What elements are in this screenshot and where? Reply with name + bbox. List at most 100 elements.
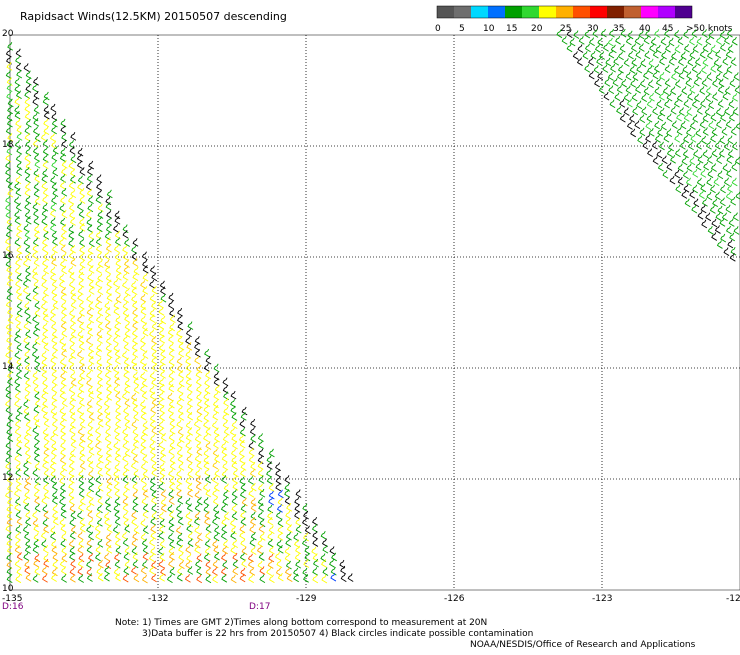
wind-barb xyxy=(140,384,146,394)
wind-barb xyxy=(716,64,723,74)
wind-barb xyxy=(79,217,85,227)
wind-barb xyxy=(87,420,94,429)
wind-barb xyxy=(51,539,57,549)
wind-barb xyxy=(32,328,39,337)
wind-barb xyxy=(76,405,83,415)
wind-barb xyxy=(662,169,669,179)
wind-barb xyxy=(77,293,84,302)
wind-barb xyxy=(222,560,229,569)
wind-barb xyxy=(86,489,93,499)
wind-barb xyxy=(60,483,66,492)
wind-barb xyxy=(32,83,38,93)
wind-barb xyxy=(114,462,121,472)
wind-barb xyxy=(158,531,165,540)
wind-barb xyxy=(130,461,137,470)
wind-barb xyxy=(312,516,318,526)
wind-barb xyxy=(158,427,165,436)
wind-barb xyxy=(257,560,264,570)
wind-barb xyxy=(42,187,49,197)
wind-barb xyxy=(699,120,706,129)
wind-barb xyxy=(726,155,733,164)
wind-barb xyxy=(61,343,67,352)
wind-barb xyxy=(195,559,201,569)
wind-barb xyxy=(222,385,229,394)
wind-barb xyxy=(602,64,609,73)
wind-barb xyxy=(185,356,192,366)
wind-barb xyxy=(51,447,57,457)
wind-barb xyxy=(700,65,707,75)
wind-barb xyxy=(79,308,85,317)
wind-barb xyxy=(223,427,230,436)
wind-barb xyxy=(103,572,110,582)
wind-barb xyxy=(33,441,40,450)
wind-barb xyxy=(42,461,49,470)
wind-barb xyxy=(687,92,694,101)
wind-barb xyxy=(726,65,733,74)
wind-barb xyxy=(14,453,21,463)
wind-barb xyxy=(7,413,14,422)
wind-barb xyxy=(105,468,112,477)
wind-barb xyxy=(106,489,113,499)
wind-barb xyxy=(718,78,725,88)
lat-label: 18 xyxy=(2,140,14,150)
wind-barb xyxy=(285,517,292,527)
wind-barb xyxy=(231,489,238,498)
colorbar-label: 5 xyxy=(459,24,465,34)
wind-barb xyxy=(25,420,32,429)
wind-barb xyxy=(195,469,201,478)
wind-barb xyxy=(149,314,156,323)
wind-barb xyxy=(88,531,94,541)
wind-barb xyxy=(647,79,654,89)
wind-barb xyxy=(79,223,86,232)
wind-barb xyxy=(132,427,139,436)
wind-barb xyxy=(176,448,183,457)
wind-barb xyxy=(24,565,31,575)
wind-barb xyxy=(41,216,48,226)
wind-barb xyxy=(250,511,257,521)
wind-barb xyxy=(131,328,138,338)
wind-barb xyxy=(52,237,58,246)
wind-barb xyxy=(77,531,84,540)
wind-barb xyxy=(566,29,573,38)
wind-barb xyxy=(51,230,58,240)
colorbar-swatch xyxy=(539,6,556,18)
wind-barb xyxy=(203,433,209,443)
wind-barb xyxy=(95,195,102,204)
wind-barb xyxy=(60,371,67,380)
wind-barb xyxy=(205,488,212,498)
wind-barb xyxy=(60,441,67,450)
wind-barb xyxy=(43,287,49,297)
wind-barb xyxy=(168,412,175,421)
wind-barb xyxy=(140,306,147,316)
wind-barb xyxy=(240,567,247,577)
wind-barb xyxy=(572,51,579,60)
lon-label: -126 xyxy=(444,594,465,604)
wind-barb xyxy=(158,398,165,407)
wind-barb xyxy=(131,245,138,254)
wind-barb xyxy=(616,106,622,115)
wind-barb xyxy=(34,476,41,486)
wind-barb xyxy=(666,148,673,158)
wind-barb xyxy=(97,321,104,331)
wind-barb xyxy=(124,329,131,338)
wind-barb xyxy=(711,148,718,158)
wind-barb xyxy=(151,335,158,345)
wind-barb xyxy=(70,525,77,534)
wind-barb xyxy=(657,112,664,122)
wind-barb xyxy=(725,191,732,201)
wind-barb xyxy=(23,460,29,470)
wind-barb xyxy=(707,155,713,164)
wind-barb xyxy=(79,461,86,470)
wind-barb xyxy=(96,182,102,191)
wind-barb xyxy=(15,202,22,212)
wind-barb xyxy=(715,49,722,59)
wind-barb xyxy=(14,84,21,94)
wind-barb xyxy=(104,301,111,310)
wind-barb xyxy=(178,378,185,388)
wind-barb xyxy=(627,30,634,40)
wind-barb xyxy=(602,43,609,52)
wind-barb xyxy=(16,230,22,239)
wind-barb xyxy=(33,90,40,100)
wind-barb xyxy=(196,384,202,394)
wind-barb xyxy=(149,483,156,493)
